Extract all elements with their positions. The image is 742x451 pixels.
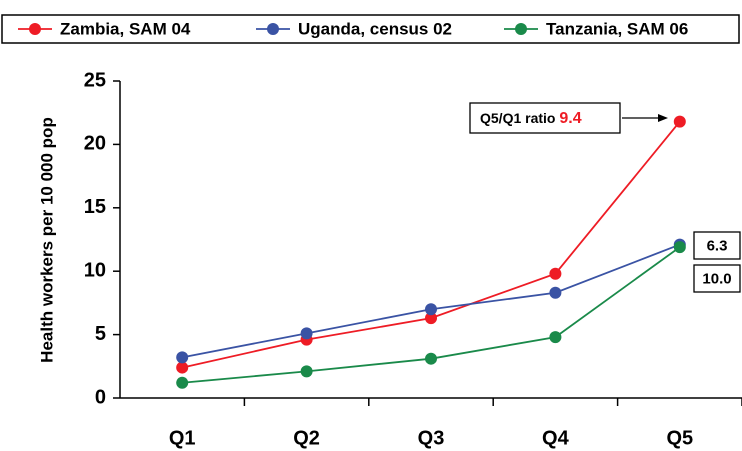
arrow-head (658, 114, 668, 122)
annotation-text: Q5/Q1 ratio (480, 110, 555, 126)
annotation-box (693, 231, 741, 260)
legend-marker (29, 23, 41, 35)
x-tick-label: Q1 (169, 427, 196, 449)
point (425, 303, 437, 316)
legend-label: Uganda, census 02 (298, 19, 452, 38)
point (300, 327, 313, 340)
legend-marker (515, 23, 527, 35)
point (176, 361, 189, 374)
x-tick-label: Q5 (666, 427, 693, 449)
point (425, 352, 437, 365)
annotation-box (693, 264, 741, 293)
y-tick-label: 20 (84, 133, 106, 155)
point (673, 115, 686, 128)
point (549, 331, 562, 344)
legend-marker (267, 23, 279, 35)
y-tick-label: 0 (95, 386, 106, 408)
legend-label: Zambia, SAM 04 (60, 19, 191, 38)
point (673, 241, 686, 254)
y-tick-label: 25 (84, 69, 106, 91)
annotation-value: 10.0 (702, 270, 731, 287)
y-axis-label: Health workers per 10 000 pop (37, 117, 56, 363)
y-tick-label: 15 (84, 196, 106, 218)
point (176, 351, 189, 364)
x-tick-label: Q4 (542, 427, 570, 449)
y-tick-label: 5 (95, 323, 106, 345)
annotation-box (469, 102, 621, 134)
legend-box (1, 14, 740, 44)
y-tick-label: 10 (84, 259, 106, 281)
annotation-value: 6.3 (707, 237, 728, 254)
point (176, 376, 189, 389)
point (549, 267, 562, 280)
point (549, 286, 562, 299)
annotation-value: 9.4 (559, 110, 581, 127)
x-tick-label: Q3 (418, 427, 445, 449)
point (425, 312, 437, 325)
x-tick-label: Q2 (293, 427, 320, 449)
legend-label: Tanzania, SAM 06 (546, 19, 688, 38)
series-line (182, 121, 681, 369)
annotation: Q5/Q1 ratio 9.4 (480, 110, 582, 128)
point (300, 365, 313, 378)
